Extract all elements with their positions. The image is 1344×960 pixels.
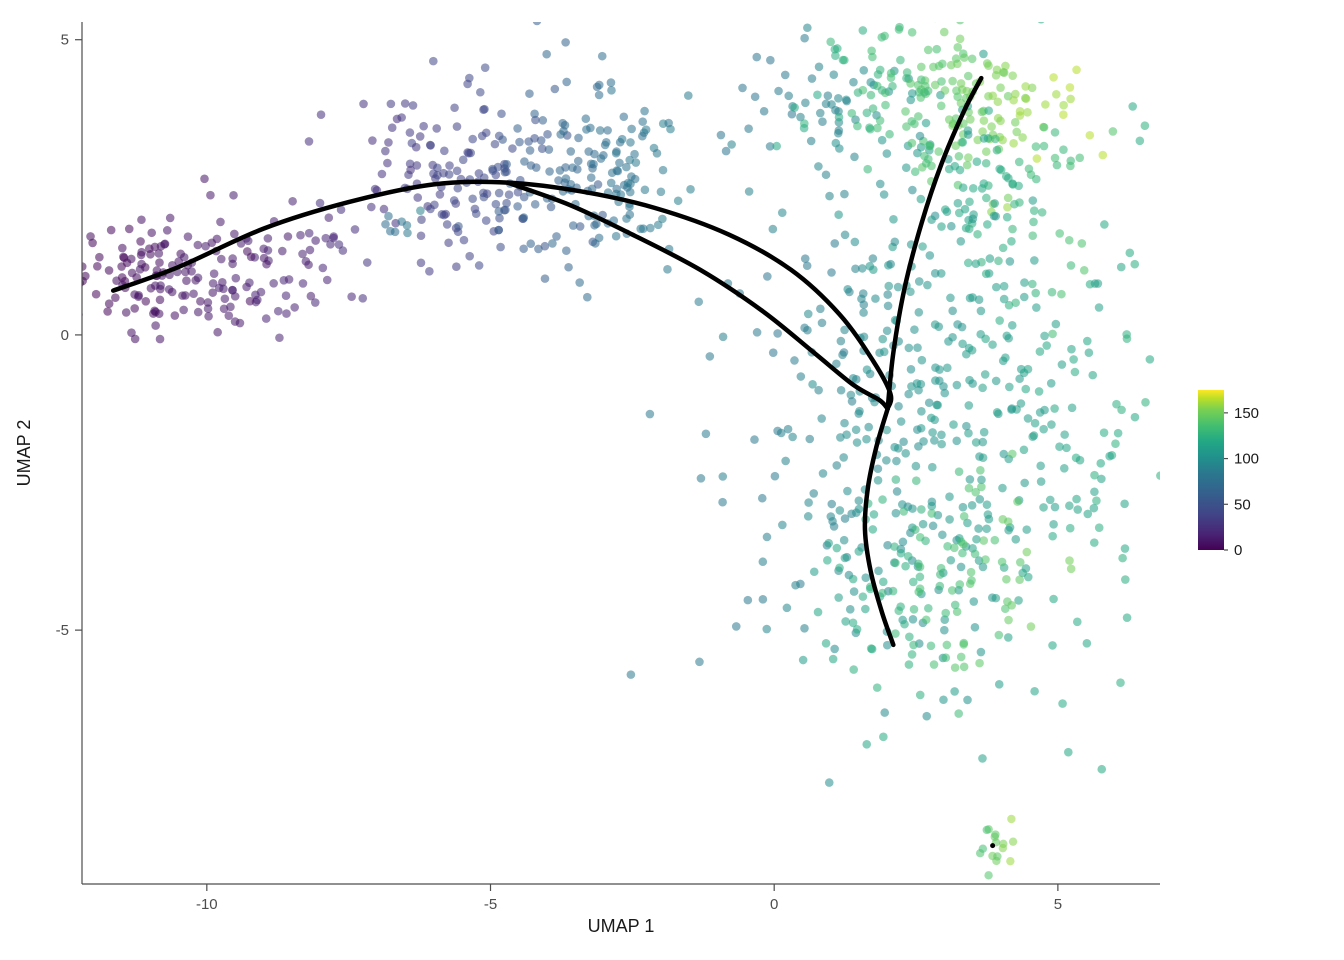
x-tick-label: -10 bbox=[196, 896, 218, 913]
color-legend-bar bbox=[1198, 390, 1224, 550]
x-tick-label: 5 bbox=[1054, 896, 1062, 913]
umap-scatter-chart: -10 -5 0 5 -5 0 5 UMAP 1 UMAP 2 0 50 100 150 bbox=[0, 0, 1344, 960]
y-tick-label: -5 bbox=[56, 622, 69, 639]
y-tick-label: 0 bbox=[61, 327, 69, 344]
legend-tick-label: 100 bbox=[1234, 451, 1259, 468]
x-tick-label: -5 bbox=[484, 896, 497, 913]
y-axis-title: UMAP 2 bbox=[14, 420, 34, 487]
y-tick-label: 5 bbox=[61, 32, 69, 49]
legend-tick-label: 0 bbox=[1234, 542, 1242, 559]
x-tick-label: 0 bbox=[770, 896, 778, 913]
legend-tick-label: 150 bbox=[1234, 405, 1259, 422]
legend-tick-label: 50 bbox=[1234, 496, 1251, 513]
endpoint-marker bbox=[990, 843, 995, 848]
x-axis-title: UMAP 1 bbox=[588, 916, 655, 936]
